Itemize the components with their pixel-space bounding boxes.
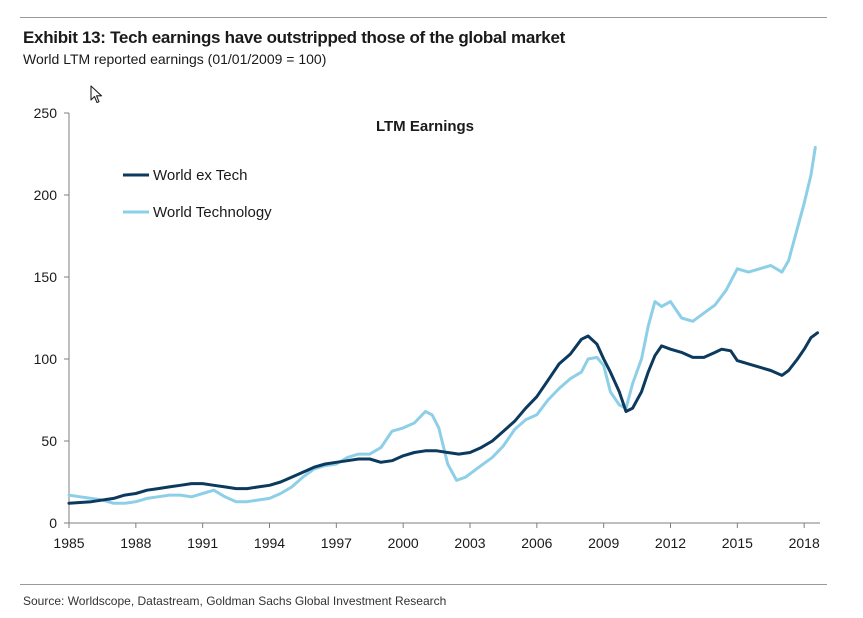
top-rule	[20, 17, 827, 18]
legend-label-world-ex-tech: World ex Tech	[153, 167, 248, 184]
x-tick-label: 2000	[388, 535, 419, 551]
x-tick-label: 1985	[53, 535, 84, 551]
series-line-world-technology	[67, 145, 817, 505]
chart-series-lines	[67, 145, 819, 505]
chart-legend: World ex Tech World Technology	[123, 167, 272, 221]
x-tick-label: 1991	[187, 535, 218, 551]
y-tick-label: 150	[34, 269, 58, 285]
source-note: Source: Worldscope, Datastream, Goldman …	[23, 594, 447, 608]
exhibit-title: Exhibit 13: Tech earnings have outstripp…	[23, 28, 565, 47]
y-tick-label: 250	[34, 105, 58, 121]
mouse-pointer-icon	[90, 85, 103, 104]
chart-title: LTM Earnings	[376, 118, 474, 135]
x-tick-label: 2018	[789, 535, 820, 551]
x-tick-label: 2003	[454, 535, 485, 551]
y-tick-label: 0	[49, 515, 57, 531]
bottom-rule	[20, 584, 827, 585]
y-tick-label: 100	[34, 351, 58, 367]
x-tick-label: 2015	[722, 535, 753, 551]
x-tick-label: 1997	[321, 535, 352, 551]
x-tick-label: 2009	[588, 535, 619, 551]
x-tick-label: 2012	[655, 535, 686, 551]
x-tick-label: 2006	[521, 535, 552, 551]
chart-axes: 0 50 100 150 200 250 1985 1988 1991 1994 1997 2000 2…	[34, 105, 820, 551]
legend-label-world-technology: World Technology	[153, 204, 272, 221]
y-tick-label: 50	[41, 433, 57, 449]
x-tick-label: 1988	[120, 535, 151, 551]
x-tick-label: 1994	[254, 535, 285, 551]
y-tick-label: 200	[34, 187, 58, 203]
series-line-world-ex-tech	[67, 331, 819, 505]
exhibit-subtitle: World LTM reported earnings (01/01/2009 …	[23, 51, 327, 67]
